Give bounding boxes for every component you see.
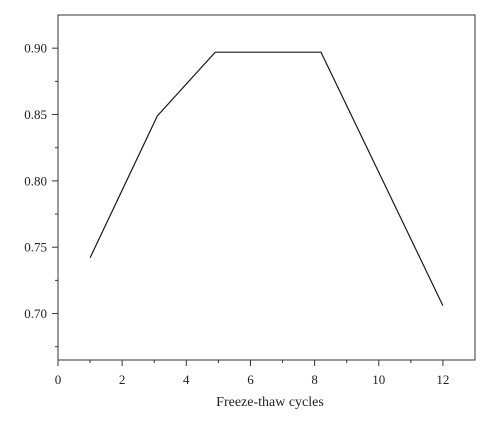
x-axis-title: Freeze-thaw cycles [216, 395, 324, 410]
x-tick-label: 6 [247, 372, 254, 387]
y-tick-label: 0.85 [24, 107, 47, 122]
y-tick-label: 0.70 [24, 306, 47, 321]
y-tick-label: 0.75 [24, 240, 47, 255]
plot-frame [57, 14, 476, 361]
x-tick-label: 0 [55, 372, 62, 387]
y-tick-label: 0.90 [24, 41, 47, 56]
y-tick-label: 0.80 [24, 173, 47, 188]
series-layer [89, 51, 444, 306]
x-axis-ticks: 0 2 4 6 8 10 12 [55, 360, 449, 387]
x-tick-label: 2 [119, 372, 126, 387]
y-axis-ticks: 0.70 0.75 0.80 0.85 0.90 [24, 41, 58, 348]
x-tick-label: 12 [436, 372, 449, 387]
x-tick-label: 4 [183, 372, 190, 387]
x-tick-label: 8 [311, 372, 318, 387]
x-tick-label: 10 [372, 372, 385, 387]
series-line [89, 51, 444, 306]
